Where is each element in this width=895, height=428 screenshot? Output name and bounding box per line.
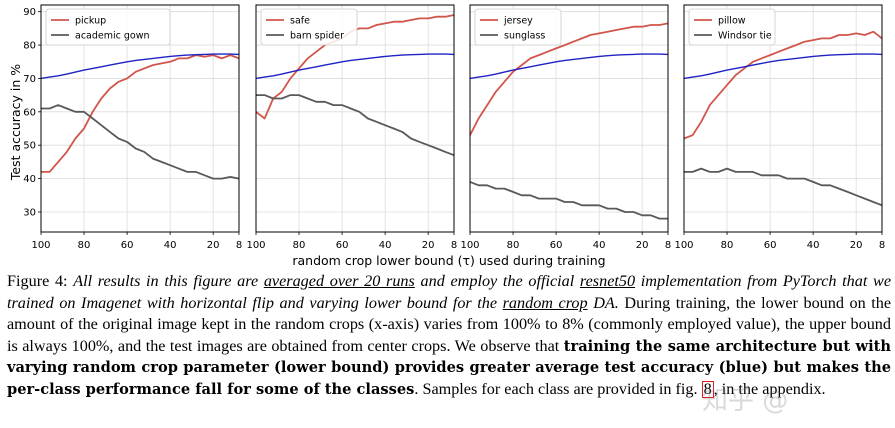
series-line-red (469, 22, 669, 136)
series-line-gray (469, 181, 668, 220)
chart-panel-4: 100 80 60 40 20 8 pillow Windsor tie (674, 4, 885, 251)
legend-box (688, 8, 776, 46)
x-tick-label: 60 (550, 240, 563, 251)
x-tick-label: 8 (451, 240, 457, 251)
legend-label: Windsor tie (718, 31, 772, 42)
series-line-red (683, 30, 883, 140)
y-tick-label: 70 (23, 74, 36, 85)
caption-text-4: resnet50 (579, 272, 636, 290)
y-tick-label: 80 (23, 41, 36, 52)
y-tick-label: 90 (23, 7, 36, 18)
x-tick-label: 80 (507, 240, 520, 251)
legend-label: safe (290, 16, 310, 27)
x-tick-label: 20 (636, 240, 649, 251)
x-tick-label: 40 (164, 240, 177, 251)
figure-caption: Figure 4: All results in this figure are… (7, 271, 891, 401)
legend-label: pickup (75, 16, 106, 27)
x-tick-label: 40 (807, 240, 820, 251)
x-tick-label: 20 (850, 240, 863, 251)
x-tick-label: 60 (336, 240, 349, 251)
x-tick-label: 80 (721, 240, 734, 251)
series-line-gray (684, 167, 883, 207)
series-line-red (41, 54, 240, 173)
x-tick-label: 100 (246, 240, 265, 251)
series-line-average-blue (683, 53, 883, 80)
shared-y-axis-label: Test accuracy in % (8, 64, 23, 181)
legend-label: academic gown (75, 31, 150, 42)
chart-panel-1: 100 80 60 40 20 8 30 40 50 60 70 80 90 pickup academic… (23, 4, 242, 251)
x-tick-label: 40 (379, 240, 392, 251)
figure-panels: Test accuracy in % random crop lower bou… (8, 4, 885, 268)
plot-frame-2 (255, 4, 455, 233)
chart-panel-2: 100 80 60 40 20 8 safe barn spider (246, 4, 457, 251)
legend-label: barn spider (290, 31, 344, 42)
caption-text-3: and employ the official (420, 272, 575, 290)
legend-box (474, 8, 562, 46)
y-tick-label: 60 (23, 107, 36, 118)
legend-box (260, 8, 358, 46)
series-line-average-blue (40, 53, 240, 80)
legend-1: pickup academic gown (45, 8, 171, 46)
x-tick-label: 60 (121, 240, 134, 251)
legend-4: pillow Windsor tie (688, 8, 776, 46)
caption-text-11: . Samples for each class are provided in… (414, 379, 698, 398)
x-tick-label: 80 (293, 240, 306, 251)
x-tick-label: 100 (31, 240, 50, 251)
caption-text-1: All results in this figure are (73, 272, 259, 290)
caption-text-5: implementation from PyTorch that we trai… (7, 272, 892, 312)
y-tick-label: 50 (23, 141, 36, 152)
y-tick-label: 30 (23, 207, 36, 218)
x-tick-label: 8 (879, 240, 885, 251)
plot-frame-4 (683, 4, 883, 233)
series-line-average-blue (255, 53, 455, 80)
plot-frame-3 (469, 4, 669, 233)
series-line-average-blue (469, 53, 669, 80)
x-tick-label: 60 (764, 240, 777, 251)
x-tick-label: 8 (236, 240, 242, 251)
caption-text-2: averaged over 20 runs (263, 272, 415, 290)
series-line-gray (41, 104, 240, 180)
x-tick-label: 100 (460, 240, 479, 251)
shared-x-axis-label: random crop lower bound (τ) used during … (292, 253, 605, 268)
caption-label: Figure 4: (7, 272, 68, 290)
x-tick-label: 20 (207, 240, 220, 251)
legend-label: jersey (503, 16, 533, 27)
plot-frame-1 (40, 4, 240, 233)
x-tick-label: 20 (422, 240, 435, 251)
legend-label: sunglass (504, 31, 545, 42)
caption-text-9: During training, the lower bound on the … (7, 293, 892, 355)
x-tick-label: 40 (593, 240, 606, 251)
chart-panel-3: 100 80 60 40 20 8 jersey sunglass (460, 4, 671, 251)
legend-label: pillow (718, 16, 746, 27)
x-tick-label: 8 (665, 240, 671, 251)
legend-box (45, 8, 171, 46)
caption-text-13: , in the appendix. (713, 379, 826, 398)
figure-reference-link[interactable]: 8 (701, 379, 714, 398)
caption-text-7: random crop (502, 293, 588, 312)
legend-2: safe barn spider (260, 8, 358, 46)
legend-3: jersey sunglass (474, 8, 562, 46)
caption-bold-finding: training the same architecture but with … (7, 337, 892, 398)
series-line-gray (256, 94, 455, 157)
x-tick-label: 100 (674, 240, 693, 251)
caption-text-6: and varying lower bound for the (279, 293, 498, 312)
y-tick-label: 40 (23, 174, 36, 185)
x-tick-label: 80 (78, 240, 91, 251)
caption-text-8: DA. (593, 293, 619, 312)
